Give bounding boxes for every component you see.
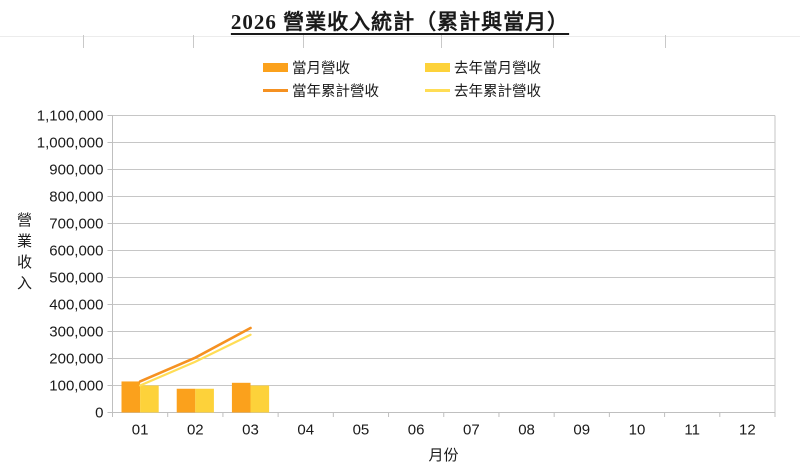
legend-label: 去年累計營收 — [454, 83, 541, 100]
y-tick-label: 700,000 — [49, 216, 103, 233]
x-tick-label: 12 — [739, 422, 756, 439]
line-last-year-cumulative — [139, 333, 252, 387]
sheet-column-tick — [303, 35, 304, 48]
bar-current-month-02 — [176, 388, 196, 413]
y-tick-label: 200,000 — [49, 351, 103, 368]
legend-row: 當月營收 去年當月營收 — [263, 59, 541, 77]
x-tick-label: 10 — [629, 422, 646, 439]
y-tick-label: 1,000,000 — [37, 135, 104, 152]
line-current-year-cumulative — [138, 326, 252, 383]
sheet-column-tick — [193, 35, 194, 48]
sheet-column-tick — [441, 35, 442, 48]
legend-label: 當月營收 — [292, 60, 350, 77]
y-tick-label: 100,000 — [49, 378, 103, 395]
chart-title: 2026 營業收入統計（累計與當月） — [230, 10, 570, 34]
y-tick-label: 900,000 — [49, 162, 103, 179]
y-tick-label: 300,000 — [49, 324, 103, 341]
legend-item-2: 去年當月營收 — [425, 59, 541, 77]
legend-label: 去年當月營收 — [454, 60, 541, 77]
sheet-column-tick — [553, 35, 554, 48]
x-tick-label: 02 — [187, 422, 204, 439]
line-swatch-icon — [425, 88, 450, 92]
x-tick-label: 08 — [518, 422, 535, 439]
y-tick-label: 1,100,000 — [37, 108, 104, 125]
bar-swatch-icon — [263, 62, 288, 72]
x-axis-title: 月份 — [428, 447, 459, 463]
bar-current-month-03 — [231, 382, 251, 413]
sheet-column-tick — [665, 35, 666, 48]
x-tick-label: 05 — [353, 422, 370, 439]
legend-label: 當年累計營收 — [292, 83, 379, 100]
y-tick-label: 800,000 — [49, 189, 103, 206]
legend-item-4: 去年累計營收 — [425, 82, 541, 100]
y-axis-title: 營業收入 — [15, 212, 32, 296]
sheet-gridline-horizontal — [0, 36, 800, 37]
legend-row: 當年累計營收 去年累計營收 — [263, 82, 541, 100]
legend-item-1: 當月營收 — [263, 59, 425, 77]
x-tick-label: 04 — [297, 422, 314, 439]
sheet-column-tick — [83, 35, 84, 48]
line-swatch-icon — [263, 88, 288, 92]
y-tick-label: 0 — [95, 405, 103, 422]
bar-last-year-month-02 — [195, 388, 214, 413]
bar-last-year-month-01 — [140, 385, 159, 413]
x-tick-label: 06 — [408, 422, 425, 439]
bar-current-month-01 — [121, 381, 141, 413]
y-tick-label: 500,000 — [49, 270, 103, 287]
x-tick-label: 01 — [132, 422, 149, 439]
y-tick-label: 600,000 — [49, 243, 103, 260]
x-tick-label: 03 — [242, 422, 259, 439]
x-tick-label: 11 — [684, 422, 700, 439]
bar-swatch-icon — [425, 62, 450, 72]
x-tick-label: 09 — [573, 422, 590, 439]
y-tick-label: 400,000 — [49, 297, 103, 314]
legend-item-3: 當年累計營收 — [263, 82, 425, 100]
bar-last-year-month-03 — [250, 385, 270, 413]
x-tick-label: 07 — [463, 422, 480, 439]
chart-legend: 當月營收 去年當月營收當年累計營收 去年累計營收 — [263, 59, 541, 100]
